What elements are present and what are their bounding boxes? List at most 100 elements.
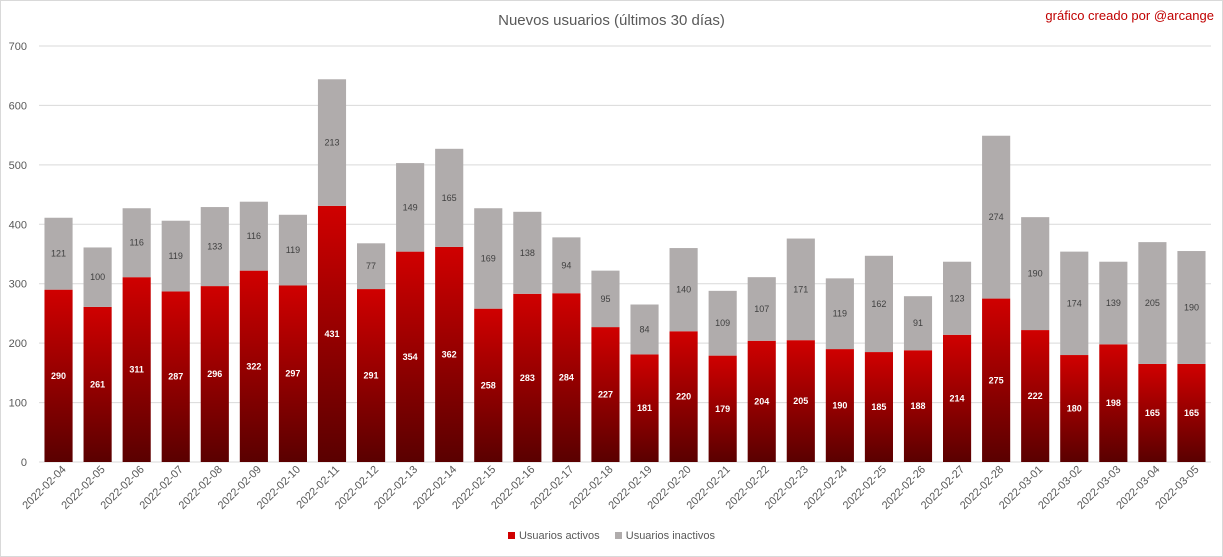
bar-inactive: [825, 278, 854, 350]
data-label-active: 311: [129, 365, 144, 375]
data-label-inactive: 140: [676, 285, 691, 295]
data-label-active: 185: [871, 402, 886, 412]
data-label-inactive: 100: [90, 272, 105, 282]
data-label-active: 204: [754, 396, 769, 406]
data-label-active: 297: [285, 369, 300, 379]
data-label-active: 227: [598, 390, 613, 400]
bar-active: [747, 340, 776, 462]
data-label-active: 179: [715, 404, 730, 414]
data-label-active: 431: [324, 329, 339, 339]
bar-active: [239, 270, 268, 462]
bar-active: [1021, 330, 1050, 462]
data-label-inactive: 116: [247, 231, 261, 241]
data-label-active: 190: [832, 401, 847, 411]
bar-active: [474, 308, 503, 462]
bar-active: [396, 251, 425, 462]
bar-inactive: [357, 243, 386, 290]
data-label-active: 180: [1067, 404, 1082, 414]
y-tick-label: 400: [9, 219, 27, 231]
y-tick-label: 300: [9, 279, 27, 291]
data-label-inactive: 190: [1184, 302, 1199, 312]
bar-inactive: [317, 79, 347, 206]
bar-active: [669, 331, 698, 462]
y-tick-label: 0: [21, 457, 27, 469]
bar-inactive: [708, 290, 737, 356]
bar-inactive: [161, 220, 190, 292]
bar-active: [357, 289, 386, 462]
legend-item-inactive: Usuarios inactivos: [614, 530, 715, 542]
bar-active: [708, 355, 737, 462]
bar-inactive: [747, 277, 776, 341]
bar-active: [786, 340, 815, 462]
data-label-inactive: 77: [366, 261, 376, 271]
bar-inactive: [83, 247, 112, 307]
bar-inactive: [122, 208, 151, 278]
data-label-active: 188: [910, 401, 925, 411]
data-label-inactive: 190: [1028, 269, 1043, 279]
y-tick-label: 700: [9, 41, 27, 53]
bar-inactive: [239, 201, 268, 271]
bar-inactive: [1138, 242, 1167, 364]
bar-active: [982, 298, 1011, 462]
bar-inactive: [200, 207, 229, 287]
data-label-inactive: 94: [561, 260, 571, 270]
bar-inactive: [1177, 251, 1206, 364]
bar-inactive: [630, 304, 659, 355]
bar-inactive: [982, 135, 1011, 299]
bar-inactive: [669, 248, 698, 332]
data-label-active: 283: [520, 373, 535, 383]
data-label-active: 354: [403, 352, 418, 362]
data-label-active: 261: [90, 379, 105, 389]
data-label-active: 362: [442, 349, 457, 359]
bar-inactive: [943, 261, 972, 335]
data-label-active: 290: [51, 371, 66, 381]
bar-active: [317, 205, 347, 462]
bar-active: [83, 306, 112, 462]
data-label-inactive: 133: [207, 242, 222, 252]
bar-inactive: [591, 270, 620, 328]
bar-inactive: [474, 208, 503, 309]
bar-inactive: [1021, 217, 1050, 331]
chart-title: Nuevos usuarios (últimos 30 días): [498, 12, 725, 29]
data-label-inactive: 162: [871, 299, 886, 309]
data-label-active: 287: [168, 372, 183, 382]
data-label-active: 222: [1028, 391, 1043, 401]
data-label-inactive: 205: [1145, 298, 1160, 308]
bar-active: [552, 293, 581, 462]
data-label-inactive: 116: [129, 238, 143, 248]
data-label-inactive: 174: [1067, 298, 1082, 308]
bar-inactive: [903, 296, 933, 351]
bar-active: [1060, 355, 1089, 462]
bar-active: [864, 352, 893, 462]
bar-active: [903, 350, 933, 462]
bar-active: [591, 327, 620, 462]
y-tick-label: 500: [9, 160, 27, 172]
bar-active: [513, 293, 542, 462]
data-label-inactive: 169: [481, 253, 496, 263]
data-label-active: 296: [207, 369, 222, 379]
data-label-inactive: 84: [640, 324, 650, 334]
data-label-active: 275: [989, 375, 1004, 385]
data-label-inactive: 119: [833, 309, 847, 319]
bar-inactive: [513, 211, 542, 294]
data-label-active: 181: [637, 403, 652, 413]
data-label-inactive: 138: [520, 248, 535, 258]
y-tick-label: 200: [9, 338, 27, 350]
data-label-inactive: 171: [793, 284, 808, 294]
data-label-inactive: 109: [715, 318, 730, 328]
bar-inactive: [278, 214, 307, 286]
legend-swatch-inactive: [614, 532, 622, 539]
bar-inactive: [864, 255, 893, 353]
bar-active: [943, 334, 972, 462]
data-label-active: 291: [364, 371, 379, 381]
bar-inactive: [1099, 261, 1128, 345]
data-label-inactive: 149: [403, 202, 418, 212]
credit-label: gráfico creado por @arcange: [1045, 8, 1214, 23]
bar-active: [825, 349, 854, 462]
bar-active: [200, 286, 229, 462]
data-label-inactive: 121: [51, 249, 66, 259]
bar-active: [630, 354, 659, 462]
data-label-active: 322: [246, 361, 261, 371]
legend-item-active: Usuarios activos: [507, 530, 600, 542]
